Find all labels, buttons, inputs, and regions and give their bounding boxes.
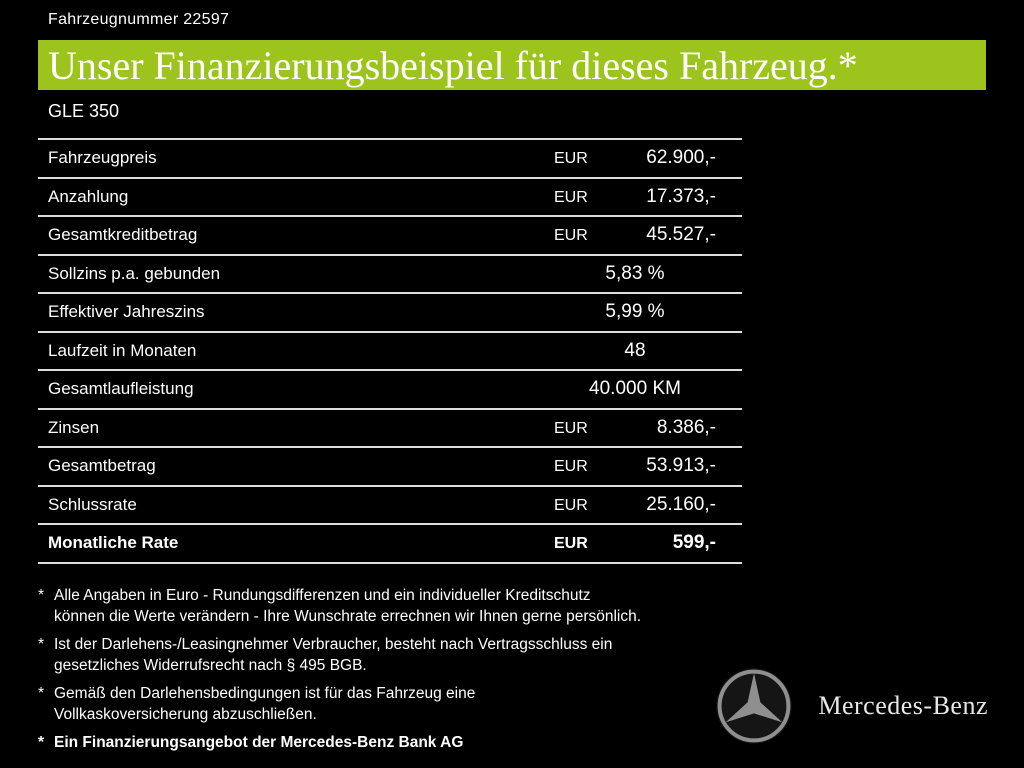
row-label: Sollzins p.a. gebunden [48,263,221,283]
headline-banner: Unser Finanzierungsbeispiel für dieses F… [38,40,986,90]
footnote-text: Alle Angaben in Euro - Rundungsdifferenz… [54,587,642,625]
row-value: 62.900,- [646,147,716,169]
row-value-group: EUR 45.527,- [554,224,742,246]
table-row: Anzahlung EUR 17.373,- [38,179,742,217]
row-value-group: EUR 8.386,- [554,417,742,439]
currency-label: EUR [554,535,588,553]
row-label: Laufzeit in Monaten [48,340,197,360]
footnote: * Ist der Darlehens-/Leasingnehmer Verbr… [38,634,738,676]
row-label: Zinsen [48,417,100,437]
footnote-marker: * [38,734,45,751]
finance-table: Fahrzeugpreis EUR 62.900,- Anzahlung EUR… [38,138,742,564]
footnote-marker: * [38,636,45,653]
currency-label: EUR [554,227,588,245]
row-label: Fahrzeugpreis [48,148,157,168]
footnotes: * Alle Angaben in Euro - Rundungsdiffere… [38,585,738,760]
footnote-marker: * [38,587,45,604]
row-label: Schlussrate [48,494,137,514]
table-row: Gesamtkreditbetrag EUR 45.527,- [38,217,742,256]
footnote-marker: * [38,685,45,702]
table-row: Fahrzeugpreis EUR 62.900,- [38,140,742,179]
table-row: Sollzins p.a. gebunden 5,83 % [38,256,742,294]
table-row: Gesamtbetrag EUR 53.913,- [38,448,742,487]
row-value-group: 5,99 % [554,301,742,323]
footnote-text: Gemäß den Darlehensbedingungen ist für d… [54,685,476,723]
row-value-group: EUR 17.373,- [554,186,742,208]
currency-label: EUR [554,150,588,168]
row-value: 53.913,- [646,455,716,477]
row-label: Gesamtlaufleistung [48,379,194,399]
footnote-text: Ist der Darlehens-/Leasingnehmer Verbrau… [54,636,613,674]
row-value-group: EUR 25.160,- [554,494,742,516]
row-value-group: EUR 62.900,- [554,147,742,169]
footnote: * Alle Angaben in Euro - Rundungsdiffere… [38,585,738,627]
table-row: Laufzeit in Monaten 48 [38,333,742,371]
row-value: 17.373,- [646,185,716,207]
table-row: Monatliche Rate EUR 599,- [38,525,742,564]
brand-name: Mercedes-Benz [818,691,988,720]
currency-label: EUR [554,496,588,514]
row-value: 5,99 % [605,301,665,323]
brand-block: Mercedes-Benz [714,666,988,746]
model-name: GLE 350 [48,101,120,121]
row-value: 48 [624,339,646,361]
row-value-group: EUR 53.913,- [554,455,742,477]
row-value-group: 40.000 KM [554,378,742,400]
currency-label: EUR [554,419,588,437]
row-value-group: EUR 599,- [554,532,742,554]
row-value: 5,83 % [605,262,665,284]
row-label: Gesamtbetrag [48,456,156,476]
table-row: Effektiver Jahreszins 5,99 % [38,294,742,333]
table-row: Zinsen EUR 8.386,- [38,410,742,448]
footnote: * Ein Finanzierungsangebot der Mercedes-… [38,732,738,753]
row-value: 25.160,- [646,493,716,515]
row-value: 8.386,- [656,416,716,438]
footnote: * Gemäß den Darlehensbedingungen ist für… [38,683,738,725]
row-label: Anzahlung [48,186,129,206]
row-value: 599,- [672,532,716,554]
table-row: Gesamtlaufleistung 40.000 KM [38,371,742,410]
table-row: Schlussrate EUR 25.160,- [38,487,742,525]
row-value-group: 48 [554,340,742,362]
row-label: Effektiver Jahreszins [48,302,205,322]
row-value: 40.000 KM [589,378,681,400]
vehicle-number: Fahrzeugnummer 22597 [48,11,230,28]
footnote-text: Ein Finanzierungsangebot der Mercedes-Be… [54,734,464,751]
mercedes-star-icon [716,668,792,744]
row-label: Monatliche Rate [48,533,179,553]
page-title: Unser Finanzierungsbeispiel für dieses F… [48,42,858,88]
currency-label: EUR [554,458,588,476]
row-value: 45.527,- [646,224,716,246]
row-label: Gesamtkreditbetrag [48,225,198,245]
currency-label: EUR [554,188,588,206]
row-value-group: 5,83 % [554,263,742,285]
